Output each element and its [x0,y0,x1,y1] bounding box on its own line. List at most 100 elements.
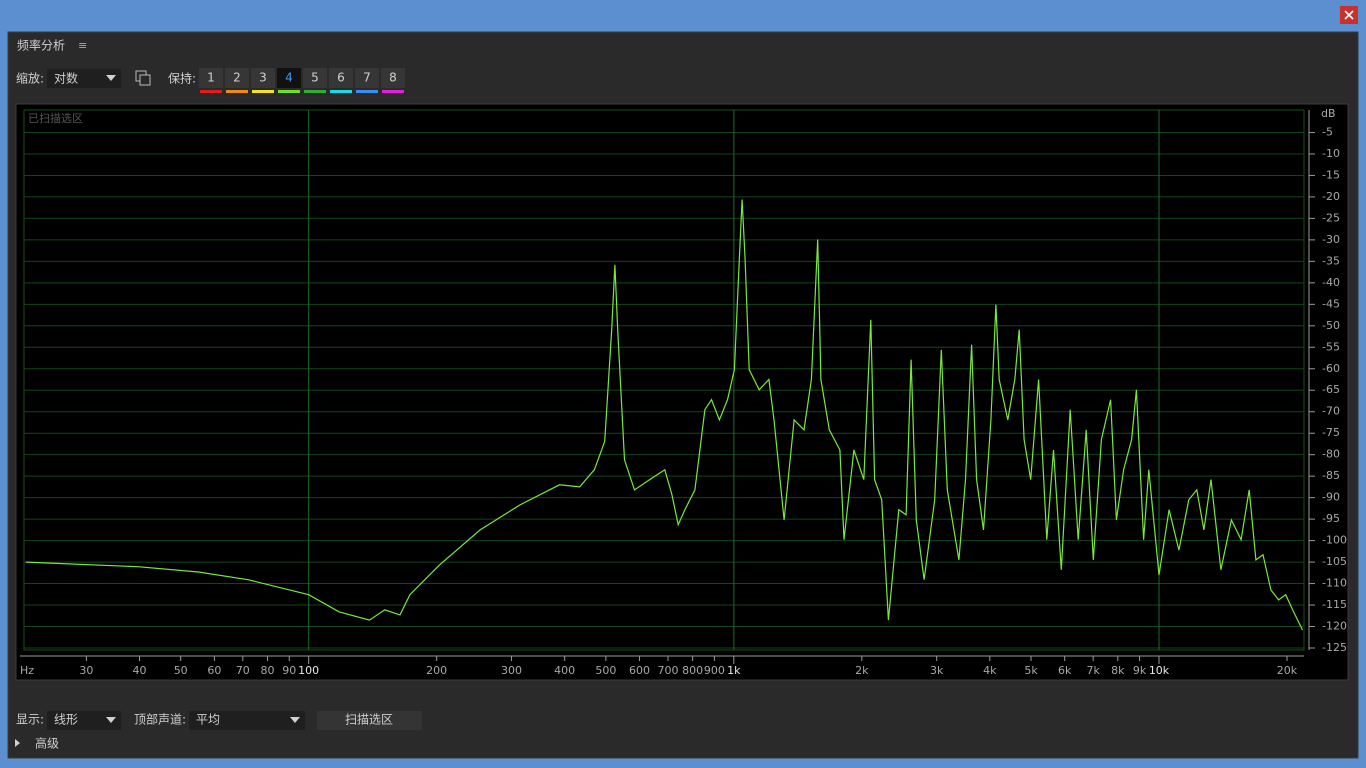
y-tick-label: -60 [1322,362,1340,375]
hold-color [252,90,274,93]
x-tick-label: 3k [930,664,944,677]
y-tick-label: -35 [1322,254,1340,267]
y-tick-label: -25 [1322,211,1340,224]
hold-label: 保持: [168,71,196,86]
expand-arrow[interactable] [15,739,20,747]
hold-color [304,90,326,93]
x-tick-label: 9k [1133,664,1147,677]
x-tick-label: 500 [595,664,616,677]
hold-button[interactable] [303,68,327,88]
hold-button[interactable] [225,68,249,88]
chart-area [15,103,1349,681]
hold-button-label: 4 [285,71,293,85]
hold-color [200,90,222,93]
plot-frame [23,109,1305,651]
close-icon [1344,10,1354,20]
hold-button[interactable] [199,68,223,88]
y-tick-label: -90 [1322,491,1340,504]
hold-button[interactable] [251,68,275,88]
x-tick-label: 2k [855,664,869,677]
x-tick-label: 80 [260,664,274,677]
x-tick-label: 90 [282,664,296,677]
y-tick-label: -100 [1322,534,1347,547]
y-tick-label: -75 [1322,426,1340,439]
x-tick-label: 40 [132,664,146,677]
hold-button-label: 2 [233,71,241,85]
y-tick-label: -125 [1322,641,1347,654]
y-tick-label: -5 [1322,125,1333,138]
y-tick-label: -115 [1322,598,1347,611]
x-tick-label: 20k [1277,664,1298,677]
y-tick-label: -20 [1322,190,1340,203]
y-tick-label: -30 [1322,233,1340,246]
x-tick-label: 200 [426,664,447,677]
zoom-label: 缩放: [16,71,44,86]
x-tick-label: 400 [554,664,575,677]
zoom-value: 对数 [54,71,78,86]
x-tick-label: 50 [174,664,188,677]
dropdown-arrow [106,717,116,723]
y-tick-label: -55 [1322,340,1340,353]
scan-button[interactable] [317,711,422,730]
x-tick-label: 300 [501,664,522,677]
hold-color [278,90,300,93]
hold-color [330,90,352,93]
channel-value: 平均 [196,713,220,727]
display-label: 显示: [16,713,44,727]
y-tick-label: -120 [1322,620,1347,633]
hold-button[interactable] [277,68,301,88]
y-tick-label: -45 [1322,297,1340,310]
x-tick-label: 7k [1086,664,1100,677]
y-axis-unit: dB [1321,107,1336,120]
hold-button-label: 1 [207,71,215,85]
hold-color [226,90,248,93]
copy-icon[interactable] [135,70,151,86]
y-tick-label: -50 [1322,319,1340,332]
zoom-dropdown[interactable] [47,69,121,88]
channel-dropdown[interactable] [189,711,305,730]
y-tick-label: -80 [1322,448,1340,461]
hold-button-label: 3 [259,71,267,85]
x-tick-label: 800 [682,664,703,677]
x-tick-label: 70 [236,664,250,677]
y-tick-label: -95 [1322,512,1340,525]
display-value: 线形 [54,713,78,727]
y-tick-label: -65 [1322,383,1340,396]
y-tick-label: -70 [1322,405,1340,418]
y-tick-label: -40 [1322,276,1340,289]
x-tick-label: 6k [1058,664,1072,677]
x-tick-label: 100 [298,664,319,677]
y-tick-label: -85 [1322,469,1340,482]
y-tick-label: -105 [1322,555,1347,568]
hold-button-label: 6 [337,71,345,85]
spectrum-line [25,199,1304,631]
x-tick-label: 1k [727,664,741,677]
scan-button-label: 扫描选区 [345,713,393,727]
panel-title: 频率分析 [17,38,65,53]
x-tick-label: 600 [629,664,650,677]
y-tick-label: -10 [1322,147,1340,160]
hold-button[interactable] [355,68,379,88]
x-tick-label: 8k [1111,664,1125,677]
annotation: 已扫描选区 [28,111,83,125]
advanced-label: 高级 [35,736,59,751]
x-tick-label: 700 [657,664,678,677]
dropdown-arrow [290,717,300,723]
x-tick-label: 10k [1149,664,1170,677]
hold-color [382,90,404,93]
panel-menu[interactable]: ≡ [78,39,87,52]
hold-button-label: 7 [363,71,371,85]
hold-button[interactable] [329,68,353,88]
x-tick-label: 900 [704,664,725,677]
dropdown-arrow [106,75,116,81]
x-tick-label: 60 [207,664,221,677]
hold-button[interactable] [381,68,405,88]
x-tick-label: 30 [79,664,93,677]
x-axis-unit: Hz [20,664,34,677]
display-dropdown[interactable] [47,711,121,730]
hold-button-label: 5 [311,71,319,85]
y-tick-label: -15 [1322,168,1340,181]
hold-button-label: 8 [389,71,397,85]
x-tick-label: 4k [983,664,997,677]
